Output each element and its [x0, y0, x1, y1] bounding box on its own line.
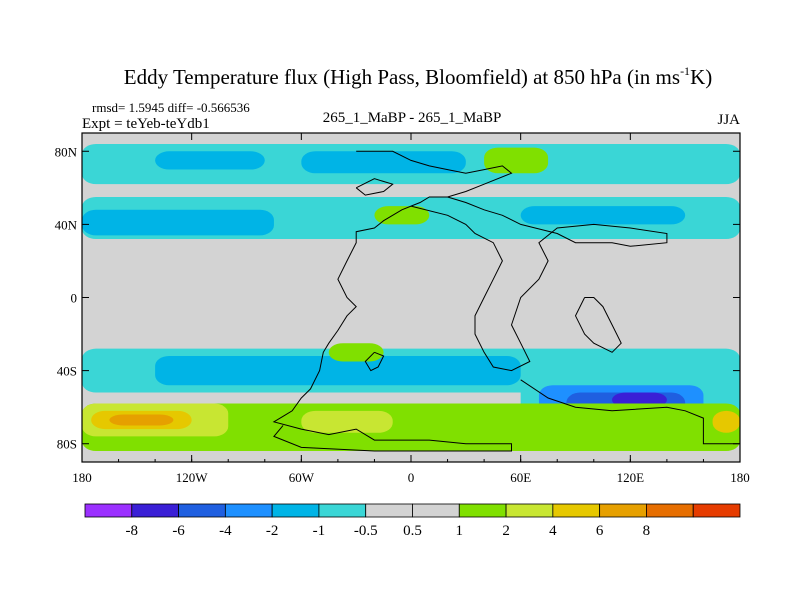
colorbar-swatch [365, 503, 413, 518]
colorbar-swatch [692, 503, 741, 518]
x-tick-label: 120E [617, 470, 645, 485]
colorbar-swatch [646, 503, 694, 518]
colorbar-label: 0.5 [403, 523, 422, 539]
colorbar-label: -6 [172, 523, 185, 539]
colorbar-swatch [271, 503, 320, 518]
colorbar-swatch [318, 503, 367, 518]
field-region [520, 206, 686, 225]
colorbar-label: 2 [502, 523, 510, 539]
coastline [355, 178, 394, 196]
colorbar-label: 8 [643, 523, 651, 539]
field-region [301, 410, 393, 433]
y-tick-label: 40N [55, 217, 78, 232]
field-region [484, 147, 549, 174]
y-tick-label: 80N [55, 144, 78, 159]
coastline [410, 196, 668, 372]
colorbar-label: -1 [313, 523, 326, 539]
colorbar-label: -4 [219, 523, 232, 539]
colorbar-label: -0.5 [354, 523, 378, 539]
y-tick-label: 0 [71, 291, 78, 306]
colorbar-label: -8 [126, 523, 139, 539]
x-tick-label: 180 [72, 470, 92, 485]
coastlines [272, 150, 740, 452]
case-label: 265_1_MaBP - 265_1_MaBP [323, 110, 502, 126]
x-tick-label: 60W [289, 470, 315, 485]
colorbar-swatch [412, 503, 460, 518]
field-region [301, 151, 466, 174]
title-main: Eddy Temperature flux (High Pass, Bloomf… [124, 65, 680, 89]
chart-title: Eddy Temperature flux (High Pass, Bloomf… [124, 64, 712, 89]
colorbar-swatch [178, 503, 226, 518]
field-region [82, 403, 740, 452]
field-region [712, 410, 740, 433]
field-region [82, 209, 274, 236]
field-region [109, 414, 174, 426]
coastline [272, 150, 513, 452]
x-tick-label: 60E [510, 470, 531, 485]
colorbar-label: 1 [456, 523, 464, 539]
x-tick-label: 180 [730, 470, 750, 485]
x-tick-label: 120W [176, 470, 209, 485]
axes: 180 120W 60W 0 60E 120E 180 80N 40N 0 40S 80S [55, 133, 750, 485]
colorbar-swatch [552, 503, 601, 518]
field-region [374, 206, 430, 225]
colorbar-label: 4 [549, 523, 557, 539]
colorbar: -8 -6 -4 -2 -1 -0.5 0.5 1 2 4 6 8 [84, 503, 741, 539]
field-region [155, 151, 265, 170]
colorbar-swatch [224, 503, 273, 518]
season-label: JJA [717, 112, 740, 128]
colorbar-swatch [131, 503, 179, 518]
colorbar-label: -2 [266, 523, 279, 539]
coastline [574, 297, 622, 353]
stats-label: rmsd= 1.5945 diff= -0.566536 [92, 100, 250, 115]
title-end: K) [690, 65, 712, 89]
colorbar-label: 6 [596, 523, 604, 539]
map-field [82, 133, 740, 462]
title-superscript: -1 [680, 64, 690, 78]
y-tick-label: 40S [57, 364, 77, 379]
coastline [364, 351, 385, 372]
x-tick-label: 0 [408, 470, 415, 485]
field-region [155, 355, 521, 386]
colorbar-swatch [84, 503, 133, 518]
coastline [520, 379, 740, 445]
colorbar-swatch [505, 503, 554, 518]
y-tick-label: 80S [57, 437, 77, 452]
expt-label: Expt = teYeb-teYdb1 [82, 116, 210, 132]
colorbar-swatch [599, 503, 647, 518]
colorbar-swatch [458, 503, 507, 518]
